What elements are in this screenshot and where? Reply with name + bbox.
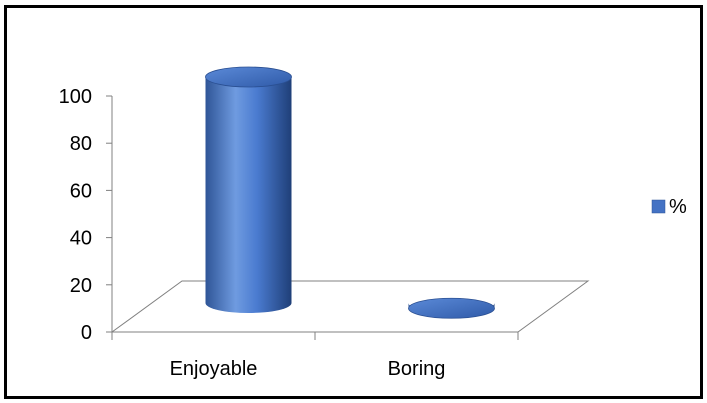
legend-label: % — [669, 196, 687, 218]
y-tick-label: 100 — [59, 86, 92, 108]
bar-boring — [408, 297, 495, 319]
chart-floor — [110, 280, 590, 333]
legend-swatch — [651, 199, 666, 214]
y-tick-label: 40 — [70, 228, 92, 250]
y-tick-label: 20 — [70, 275, 92, 297]
chart-frame — [4, 5, 703, 399]
y-tick-label: 80 — [70, 133, 92, 155]
bar-top — [408, 297, 495, 319]
bar-enjoyable — [205, 66, 292, 313]
y-tick-label: 60 — [70, 180, 92, 202]
y-tick-label: 0 — [81, 322, 92, 344]
x-tick-label: Boring — [388, 358, 446, 380]
x-tick-label: Enjoyable — [170, 358, 258, 380]
bar-top — [205, 66, 292, 88]
bar-body — [205, 77, 292, 313]
